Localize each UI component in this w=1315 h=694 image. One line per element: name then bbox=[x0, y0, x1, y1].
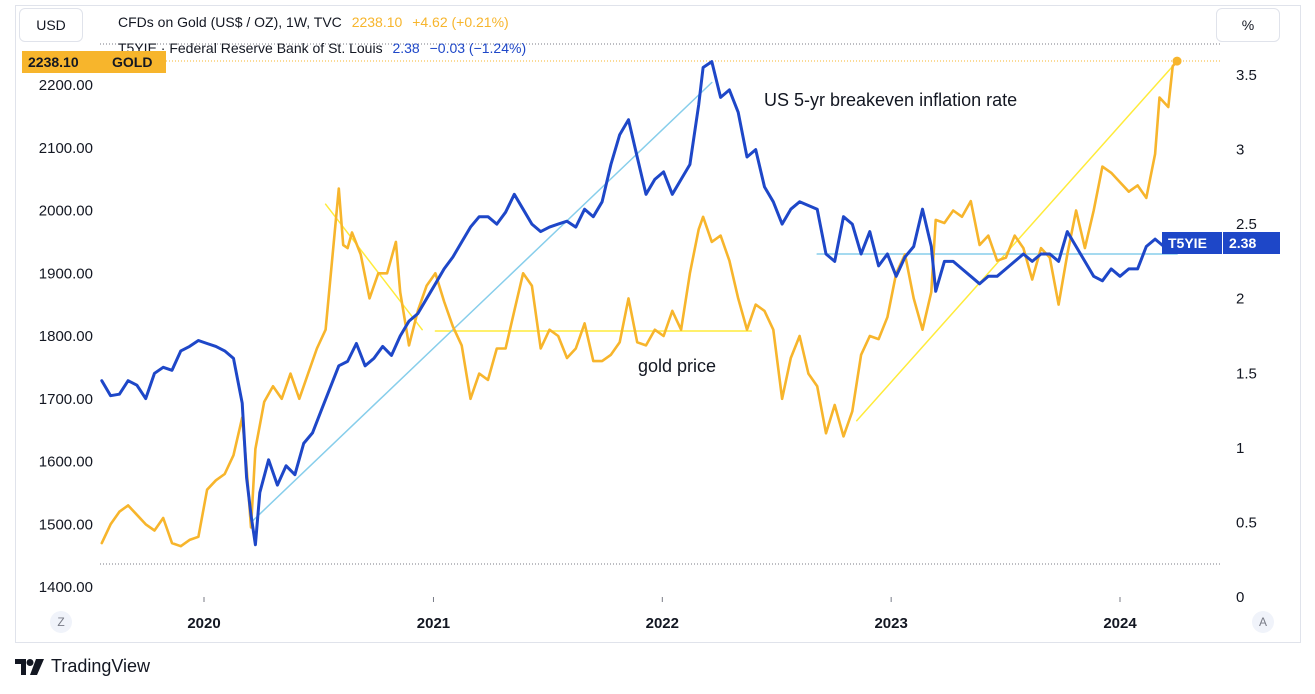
t5yie-series-line bbox=[100, 60, 1179, 547]
legend-gold-title: CFDs on Gold (US$ / OZ), 1W, TVC bbox=[118, 14, 342, 30]
x-axis-tick: 2022 bbox=[646, 615, 679, 632]
legend-t5yie-last: 2.38 bbox=[392, 40, 420, 56]
zoom-reset-button[interactable]: Z bbox=[50, 611, 72, 633]
tradingview-brand[interactable]: TradingView bbox=[15, 656, 150, 677]
left-unit-button[interactable]: USD bbox=[19, 8, 83, 42]
legend-t5yie-change: −0.03 (−1.24%) bbox=[429, 40, 527, 56]
left-axis-tick: 1900.00 bbox=[39, 265, 93, 282]
right-unit-button[interactable]: % bbox=[1216, 8, 1280, 42]
left-axis-tick: 2200.00 bbox=[39, 77, 93, 94]
right-axis-tick: 2 bbox=[1236, 291, 1244, 308]
right-axis-tick: 3.5 bbox=[1236, 67, 1257, 84]
legend-gold[interactable]: CFDs on Gold (US$ / OZ), 1W, TVC 2238.10… bbox=[118, 14, 509, 30]
gold-trendline-2020 bbox=[324, 203, 423, 331]
gold-series-line bbox=[100, 59, 1179, 548]
tradingview-logo-icon bbox=[15, 658, 44, 675]
auto-scale-button[interactable]: A bbox=[1252, 611, 1274, 633]
t5yie-value-tag: 2.38 bbox=[1223, 232, 1280, 254]
gold-last-point bbox=[1172, 56, 1182, 66]
legend-gold-change: +4.62 (+0.21%) bbox=[412, 14, 509, 30]
legend-gold-last: 2238.10 bbox=[351, 14, 403, 30]
left-axis-tick: 1600.00 bbox=[39, 454, 93, 471]
x-axis-tick: 2024 bbox=[1103, 615, 1137, 632]
chart-frame bbox=[15, 5, 1301, 643]
x-axis-tick: 2021 bbox=[417, 615, 450, 632]
left-axis-tick: 1500.00 bbox=[39, 516, 93, 533]
t5yie-trendline bbox=[250, 81, 713, 524]
left-axis-tick: 1400.00 bbox=[39, 579, 93, 596]
left-axis-tick: 1800.00 bbox=[39, 328, 93, 345]
left-axis-tick: 1700.00 bbox=[39, 391, 93, 408]
x-axis-tick: 2023 bbox=[874, 615, 907, 632]
right-axis-tick: 0.5 bbox=[1236, 514, 1257, 531]
brand-label: TradingView bbox=[51, 656, 151, 676]
x-axis-tick: 2020 bbox=[187, 615, 220, 632]
left-axis-tick: 2000.00 bbox=[39, 203, 93, 220]
gold-price-tag: 2238.10 bbox=[22, 51, 106, 73]
gold-trendline-2022-24 bbox=[855, 65, 1174, 422]
t5yie-symbol-tag: T5YIE bbox=[1162, 232, 1222, 254]
legend-t5yie[interactable]: T5YIE · Federal Reserve Bank of St. Loui… bbox=[118, 40, 526, 56]
legend-t5yie-title: T5YIE · Federal Reserve Bank of St. Loui… bbox=[118, 40, 383, 56]
left-axis-tick: 2100.00 bbox=[39, 140, 93, 157]
gold-symbol-tag: GOLD bbox=[106, 51, 166, 73]
annotation-breakeven: US 5-yr breakeven inflation rate bbox=[764, 90, 1017, 110]
annotation-gold-price: gold price bbox=[638, 356, 716, 376]
right-axis-tick: 3 bbox=[1236, 142, 1244, 159]
right-axis-tick: 1 bbox=[1236, 440, 1244, 457]
right-axis-tick: 1.5 bbox=[1236, 365, 1257, 382]
right-axis-tick: 2.5 bbox=[1236, 216, 1257, 233]
right-axis-tick: 0 bbox=[1236, 589, 1244, 606]
